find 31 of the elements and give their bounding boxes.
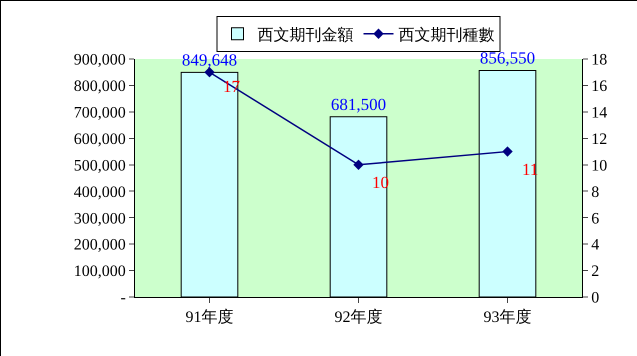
y2-tick-label: 10 [591,157,608,174]
data-label: 849,648 [182,50,238,70]
y2-tick-label: 12 [591,130,608,148]
y-tick-label: - [120,290,126,307]
x-tick-label: 93年度 [484,308,532,326]
y2-tick-label: 14 [591,104,608,122]
y-tick-label: 500,000 [74,157,126,174]
y-tick-label: 400,000 [74,184,126,201]
y-tick-label: 900,000 [74,52,126,69]
y2-tick-label: 18 [591,52,608,69]
data-label: 681,500 [330,94,386,114]
y2-tick-label: 16 [591,78,608,96]
point [353,160,364,170]
y-tick-label: 200,000 [74,236,126,254]
data-label: 856,550 [480,48,536,68]
legend-label: 西文期刊金額 [258,25,354,44]
y-tick-label: 100,000 [74,263,126,280]
x-tick-label: 91年度 [186,308,234,326]
y-tick-label: 700,000 [74,104,126,122]
y2-tick-label: 4 [591,236,600,254]
y-tick-label: 300,000 [74,210,126,228]
y2-tick-label: 0 [591,290,600,307]
y2-tick-label: 8 [591,184,600,201]
y2-tick-label: 6 [591,210,600,228]
point [204,67,215,78]
x-tick-label: 92年度 [334,308,382,326]
y-tick-label: 800,000 [74,78,126,96]
point [502,146,513,157]
legend-label: 西文期刊種數 [398,25,494,44]
y2-tick-label: 2 [591,263,600,280]
y-tick-label: 600,000 [74,130,126,148]
